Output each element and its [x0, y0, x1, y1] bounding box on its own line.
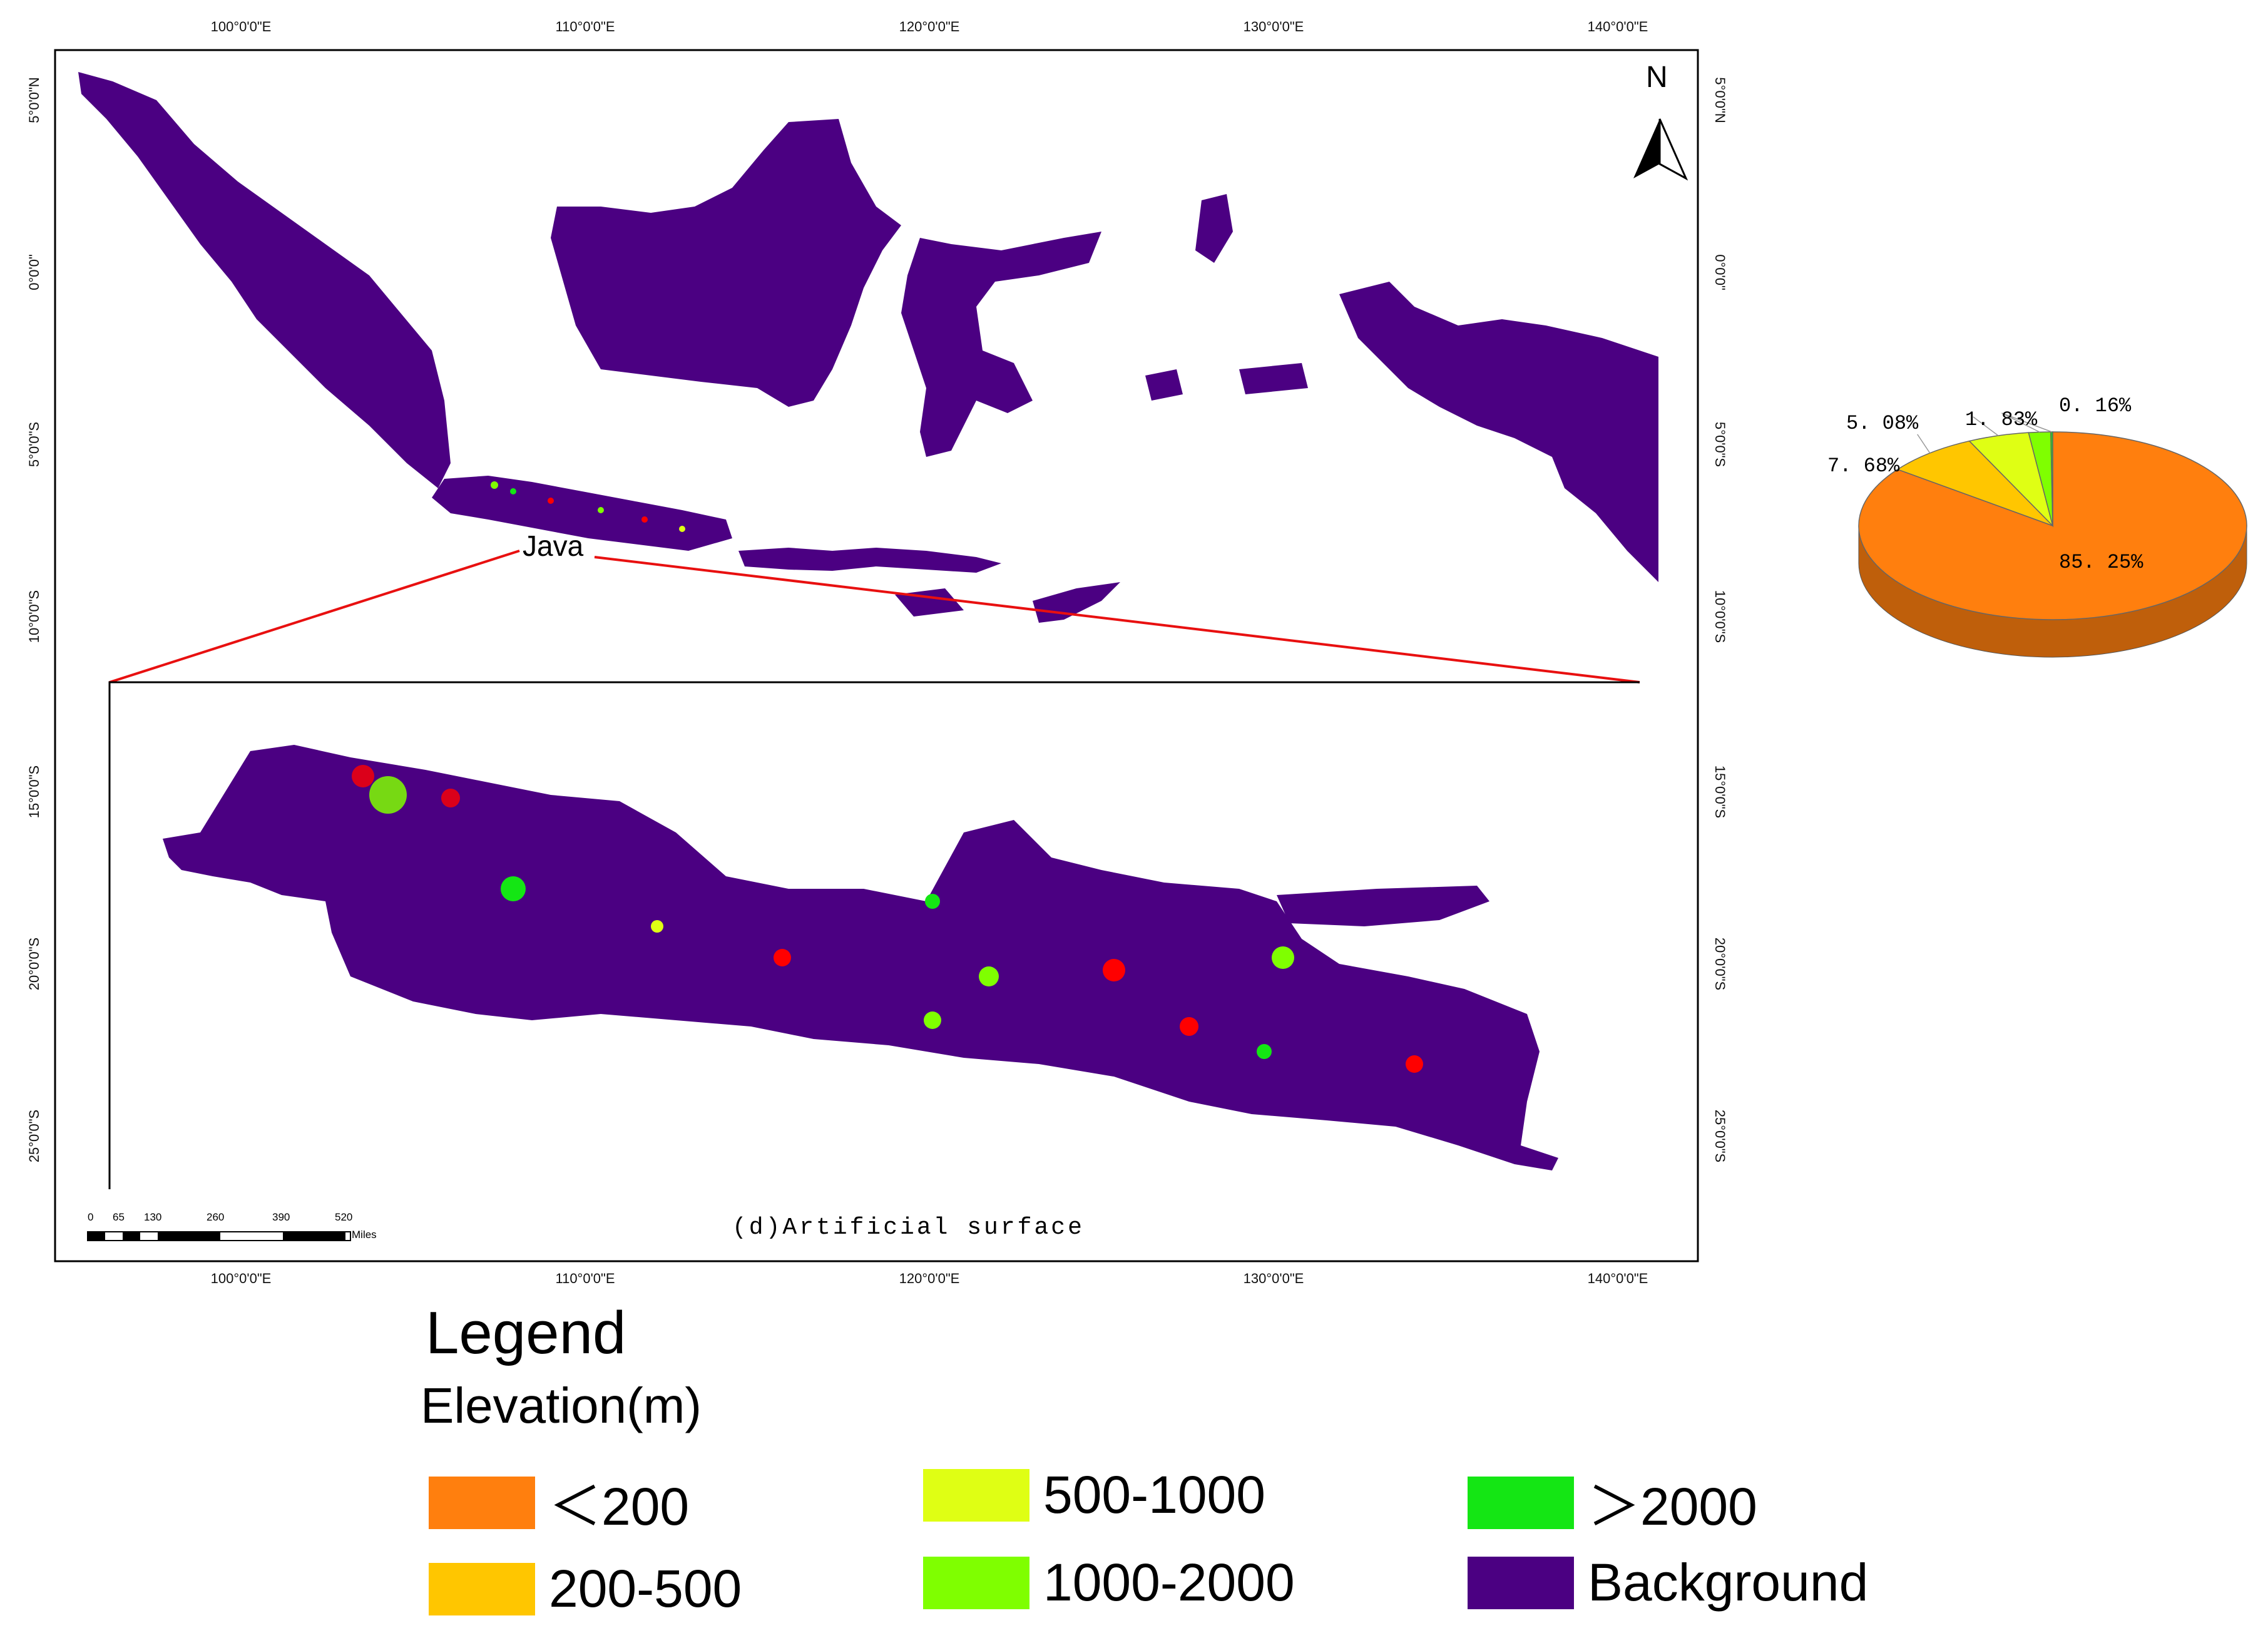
- left-tick: 0°0'0": [26, 254, 42, 290]
- legend-item-background: Background: [1468, 1552, 1868, 1613]
- left-tick: 5°0'0"N: [26, 77, 42, 123]
- legend-swatch: [429, 1562, 535, 1615]
- pie-leader-3: [2001, 412, 2040, 433]
- island-timor: [1033, 582, 1120, 623]
- pie-label-1000-2000: 1. 83%: [1965, 408, 2038, 431]
- inset-frame: [108, 681, 1640, 1189]
- legend-item-lt200: ＜200: [429, 1465, 689, 1540]
- island-sulawesi: [901, 232, 1101, 457]
- right-tick: 25°0'0"S: [1712, 1109, 1728, 1163]
- bottom-tick: 100°0'0"E: [210, 1271, 272, 1286]
- pie-top: [1858, 431, 2247, 620]
- scale-unit: Miles: [352, 1229, 377, 1241]
- scale-tick: 0: [88, 1211, 94, 1223]
- pie-leader-2: [1973, 416, 1999, 436]
- scale-tick: 65: [113, 1211, 125, 1223]
- island-sumatra: [78, 72, 451, 488]
- legend-title: Legend: [426, 1299, 626, 1366]
- inset-elevation-dots: [352, 765, 1423, 1073]
- inset-java: [163, 745, 1558, 1170]
- legend-label: Background: [1588, 1553, 1869, 1612]
- inset-connector-right: [594, 556, 1640, 683]
- scale-tick: 130: [144, 1211, 162, 1223]
- island-halmahera: [1195, 194, 1233, 263]
- right-tick: 10°0'0"S: [1712, 590, 1728, 643]
- pie-label-gt2000: 0. 16%: [2059, 394, 2132, 417]
- inset-madura: [1277, 886, 1489, 926]
- scale-tick: 260: [207, 1211, 225, 1223]
- island-borneo: [551, 119, 901, 407]
- island-new-guinea: [1339, 282, 1658, 582]
- right-tick: 15°0'0"S: [1712, 765, 1728, 819]
- right-tick: 5°0'0"S: [1712, 421, 1728, 468]
- top-tick: 100°0'0"E: [210, 19, 272, 34]
- left-tick: 15°0'0"S: [26, 765, 42, 819]
- north-label: N: [1646, 61, 1668, 94]
- legend-swatch: [429, 1476, 535, 1529]
- map-frame: [54, 49, 1699, 1262]
- bottom-tick: 140°0'0"E: [1587, 1271, 1648, 1286]
- legend-item-500-1000: 500-1000: [923, 1465, 1265, 1525]
- legend-label: ＞2000: [1588, 1477, 1757, 1536]
- top-tick: 140°0'0"E: [1587, 19, 1648, 34]
- pie-leader-4: [2001, 412, 2052, 433]
- right-tick: 0°0'0": [1712, 254, 1728, 290]
- inset-connector-left: [109, 550, 520, 683]
- pie-leader-1: [1917, 434, 1931, 454]
- legend-swatch: [1468, 1556, 1574, 1609]
- legend-item-1000-2000: 1000-2000: [923, 1552, 1295, 1613]
- legend-swatch: [923, 1468, 1029, 1522]
- island-sumba: [895, 588, 964, 617]
- pie-label-200-500: 7. 68%: [1827, 454, 1900, 478]
- legend-label: 500-1000: [1043, 1465, 1265, 1524]
- bottom-tick: 110°0'0"E: [555, 1271, 615, 1286]
- pie-label-lt200: 85. 25%: [2059, 551, 2143, 574]
- pie-leaders: [1917, 412, 2052, 454]
- scale-tick: 390: [272, 1211, 290, 1223]
- top-tick: 130°0'0"E: [1243, 19, 1304, 34]
- java-region-label: Java: [523, 530, 584, 562]
- legend-item-gt2000: ＞2000: [1468, 1465, 1757, 1540]
- bottom-tick: 130°0'0"E: [1243, 1271, 1304, 1286]
- legend-item-200-500: 200-500: [429, 1559, 742, 1619]
- java-elevation-dots: [491, 481, 685, 532]
- left-tick: 25°0'0"S: [26, 1109, 42, 1163]
- north-arrow-icon: [1633, 118, 1688, 181]
- legend-label: 200-500: [549, 1559, 742, 1618]
- elevation-pie-chart: [1858, 412, 2247, 658]
- left-tick: 5°0'0"S: [26, 421, 42, 468]
- island-lesser-sunda: [738, 548, 1001, 573]
- legend-label: ＜200: [549, 1477, 690, 1536]
- pie-label-500-1000: 5. 08%: [1846, 412, 1919, 435]
- scale-bar: [87, 1231, 351, 1241]
- legend-swatch: [1468, 1476, 1574, 1529]
- island-buru: [1145, 369, 1183, 401]
- scale-tick: 520: [335, 1211, 353, 1223]
- pie-slice-1: [1896, 440, 2053, 526]
- top-tick: 120°0'0"E: [899, 19, 960, 34]
- bottom-tick: 120°0'0"E: [899, 1271, 960, 1286]
- island-java-small: [432, 476, 732, 551]
- legend-swatch: [923, 1556, 1029, 1609]
- legend-label: 1000-2000: [1043, 1553, 1295, 1612]
- left-tick: 20°0'0"S: [26, 937, 42, 991]
- inset-caption: (d)Artificial surface: [732, 1214, 1085, 1241]
- right-tick: 20°0'0"S: [1712, 937, 1728, 991]
- island-seram: [1239, 363, 1308, 394]
- legend-subtitle: Elevation(m): [421, 1378, 702, 1433]
- left-tick: 10°0'0"S: [26, 590, 42, 643]
- right-tick: 5°0'0"N: [1712, 77, 1728, 123]
- top-tick: 110°0'0"E: [555, 19, 615, 34]
